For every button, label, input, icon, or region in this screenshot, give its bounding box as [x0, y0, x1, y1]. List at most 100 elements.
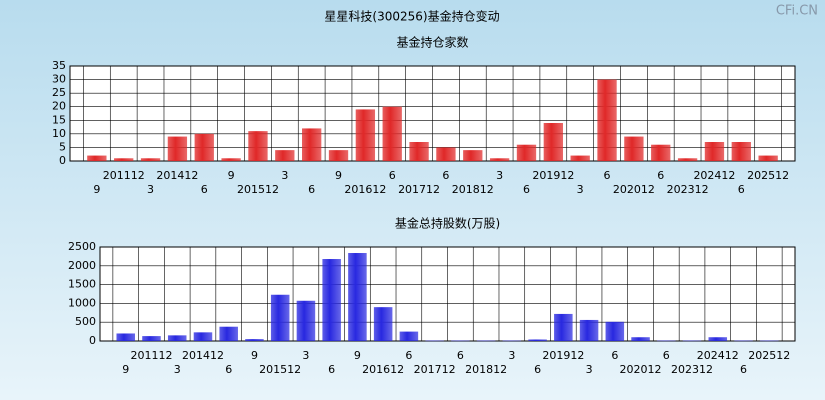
y-tick-label: 1000 [68, 296, 96, 309]
bar [451, 340, 470, 342]
bar [270, 294, 290, 341]
x-tick-label: 6 [328, 363, 335, 376]
bar [731, 142, 751, 161]
bar [219, 326, 238, 341]
x-tick-label: 3 [174, 363, 181, 376]
bar [399, 331, 419, 341]
bar [651, 144, 671, 161]
bar [275, 150, 295, 161]
bar [463, 150, 483, 161]
x-tick-label: 6 [523, 183, 530, 196]
bar [409, 142, 429, 161]
x-tick-label: 9 [335, 169, 342, 182]
bar [167, 335, 187, 341]
x-tick-label: 6 [405, 349, 412, 362]
x-tick-label: 202012 [620, 363, 662, 376]
x-tick-label: 6 [442, 169, 449, 182]
x-tick-label: 9 [354, 349, 361, 362]
y-tick-label: 1500 [68, 278, 96, 291]
bar [570, 155, 590, 161]
y-tick-label: 500 [75, 315, 96, 328]
x-tick-label: 9 [251, 349, 258, 362]
x-tick-label: 3 [302, 349, 309, 362]
bar [489, 158, 510, 161]
x-tick-label: 202312 [671, 363, 713, 376]
x-tick-label: 6 [740, 363, 747, 376]
bar [355, 109, 376, 161]
watermark: CFi.CN [776, 4, 818, 19]
chart-title: 基金总持股数(万股) [395, 216, 500, 231]
bar [328, 150, 349, 161]
chart-title: 基金持仓家数 [396, 35, 468, 50]
bar [116, 333, 136, 341]
bar [759, 340, 779, 342]
x-tick-label: 201712 [414, 363, 456, 376]
x-tick-label: 9 [93, 183, 100, 196]
x-tick-label: 202512 [747, 169, 789, 182]
y-tick-label: 10 [52, 127, 66, 140]
page-title: 星星科技(300256)基金持仓变动 [324, 9, 499, 24]
x-tick-label: 3 [496, 169, 503, 182]
x-tick-label: 9 [122, 363, 129, 376]
x-tick-label: 201412 [182, 349, 224, 362]
bar [114, 158, 134, 161]
y-tick-label: 0 [59, 154, 66, 167]
bar [579, 319, 599, 341]
x-tick-label: 3 [586, 363, 593, 376]
bar [624, 136, 644, 161]
x-tick-label: 201912 [542, 349, 584, 362]
y-tick-label: 5 [59, 140, 66, 153]
bar [708, 337, 728, 341]
bar [373, 307, 393, 341]
bar [502, 340, 522, 342]
bar [631, 337, 650, 341]
bar [140, 158, 161, 161]
x-tick-label: 201812 [465, 363, 507, 376]
bar [194, 133, 214, 161]
x-tick-label: 201812 [452, 183, 494, 196]
bar [348, 253, 367, 341]
bar [758, 155, 778, 161]
x-tick-label: 201612 [362, 363, 404, 376]
bar [597, 79, 617, 161]
x-tick-label: 202012 [613, 183, 655, 196]
bar [528, 339, 547, 341]
y-tick-label: 35 [52, 59, 66, 72]
x-tick-label: 201612 [344, 183, 386, 196]
y-tick-label: 25 [52, 86, 66, 99]
x-tick-label: 202512 [748, 349, 790, 362]
y-tick-label: 2500 [68, 240, 96, 253]
bar [605, 321, 625, 341]
bar [425, 340, 444, 342]
x-tick-label: 3 [577, 183, 584, 196]
x-tick-label: 202312 [667, 183, 709, 196]
y-tick-label: 0 [89, 334, 96, 347]
bar [436, 147, 456, 161]
bar [543, 123, 563, 161]
bar [704, 142, 725, 161]
bar [677, 158, 698, 161]
y-tick-label: 20 [52, 100, 66, 113]
x-tick-label: 6 [225, 363, 232, 376]
bar [682, 340, 702, 342]
x-tick-label: 6 [738, 183, 745, 196]
y-tick-label: 15 [52, 113, 66, 126]
x-tick-label: 6 [534, 363, 541, 376]
x-tick-label: 6 [308, 183, 315, 196]
bar [296, 300, 316, 341]
x-tick-label: 6 [604, 169, 611, 182]
bar [322, 259, 341, 341]
x-tick-label: 201912 [532, 169, 574, 182]
bar [302, 128, 322, 161]
x-tick-label: 202412 [693, 169, 735, 182]
bar [554, 313, 573, 341]
x-tick-label: 201712 [398, 183, 440, 196]
x-tick-label: 6 [457, 349, 464, 362]
x-tick-label: 202412 [697, 349, 739, 362]
x-tick-label: 3 [508, 349, 515, 362]
x-tick-label: 3 [281, 169, 288, 182]
x-tick-label: 201112 [130, 349, 172, 362]
x-tick-label: 201412 [156, 169, 198, 182]
x-tick-label: 6 [201, 183, 208, 196]
